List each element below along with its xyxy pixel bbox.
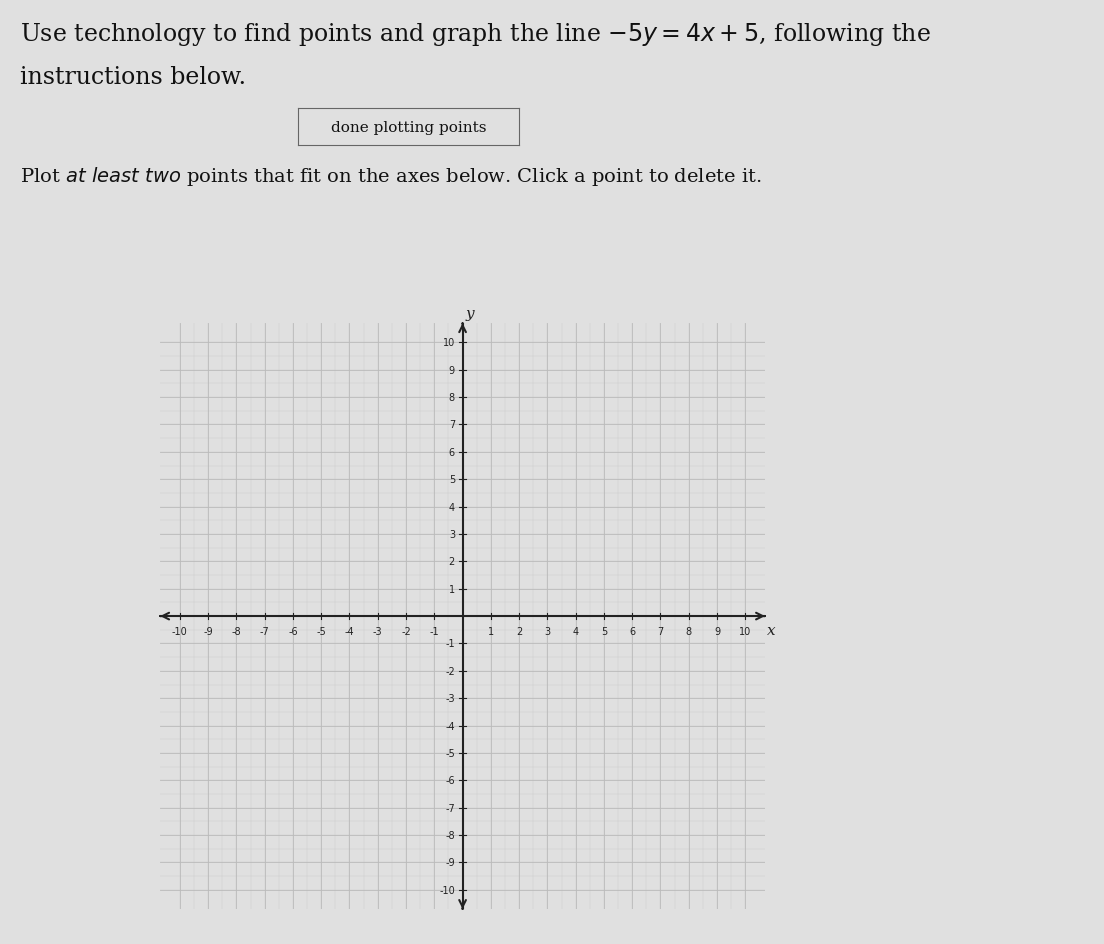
Text: 7: 7 [448, 420, 455, 430]
Text: y: y [465, 307, 474, 321]
Text: -9: -9 [203, 627, 213, 636]
Text: Use technology to find points and graph the line $-5y = 4x + 5$, following the: Use technology to find points and graph … [20, 21, 931, 48]
Text: 5: 5 [601, 627, 607, 636]
Text: -2: -2 [401, 627, 411, 636]
Text: 7: 7 [657, 627, 664, 636]
Text: instructions below.: instructions below. [20, 66, 246, 89]
Text: x: x [766, 623, 775, 637]
Text: 3: 3 [544, 627, 551, 636]
Text: 1: 1 [449, 584, 455, 594]
Text: 1: 1 [488, 627, 493, 636]
Text: -3: -3 [445, 694, 455, 703]
Text: Plot $\mathit{at\ least\ two}$ points that fit on the axes below. Click a point : Plot $\mathit{at\ least\ two}$ points th… [20, 165, 762, 188]
Text: -2: -2 [445, 666, 455, 676]
Text: 6: 6 [629, 627, 635, 636]
Text: -4: -4 [445, 721, 455, 731]
Text: -7: -7 [445, 803, 455, 813]
Text: -6: -6 [288, 627, 298, 636]
Text: -8: -8 [445, 830, 455, 840]
Text: -9: -9 [445, 857, 455, 868]
Text: -10: -10 [439, 885, 455, 895]
Text: -3: -3 [373, 627, 383, 636]
Text: 2: 2 [516, 627, 522, 636]
Text: 3: 3 [449, 530, 455, 539]
Text: 8: 8 [449, 393, 455, 403]
Text: -1: -1 [429, 627, 439, 636]
Text: 6: 6 [449, 447, 455, 457]
Text: 4: 4 [449, 502, 455, 512]
Text: -8: -8 [232, 627, 241, 636]
Text: 4: 4 [573, 627, 578, 636]
Text: 9: 9 [714, 627, 720, 636]
Text: 5: 5 [448, 475, 455, 484]
Text: 10: 10 [740, 627, 752, 636]
Text: -4: -4 [344, 627, 354, 636]
Text: 2: 2 [448, 557, 455, 566]
Text: -5: -5 [445, 749, 455, 758]
Text: done plotting points: done plotting points [331, 121, 486, 134]
Text: -10: -10 [172, 627, 188, 636]
Text: 9: 9 [449, 365, 455, 376]
Text: -1: -1 [445, 639, 455, 649]
Text: -7: -7 [259, 627, 269, 636]
Text: -6: -6 [445, 776, 455, 785]
Text: 10: 10 [443, 338, 455, 348]
Text: 8: 8 [686, 627, 692, 636]
Text: -5: -5 [317, 627, 326, 636]
